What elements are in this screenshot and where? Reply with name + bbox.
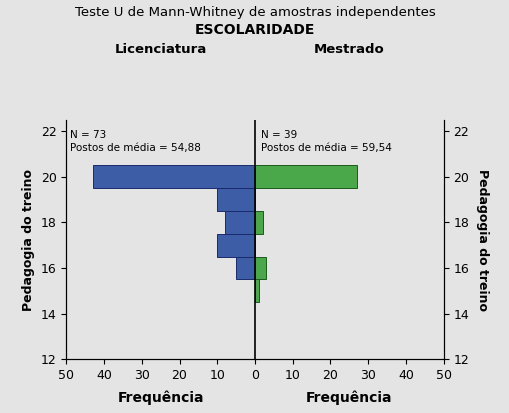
Text: Frequência: Frequência	[117, 390, 204, 405]
Text: ESCOLARIDADE: ESCOLARIDADE	[194, 23, 315, 37]
Text: Licenciatura: Licenciatura	[115, 43, 206, 56]
Bar	[254, 211, 262, 234]
Bar	[254, 256, 266, 280]
Text: Frequência: Frequência	[305, 390, 392, 405]
Y-axis label: Pedagogia do treino: Pedagogia do treino	[22, 169, 35, 311]
Bar	[217, 188, 254, 211]
Bar	[254, 165, 356, 188]
Bar	[236, 256, 254, 280]
Bar	[224, 211, 254, 234]
Bar	[93, 165, 254, 188]
Y-axis label: Pedagogia do treino: Pedagogia do treino	[475, 169, 488, 311]
Bar	[217, 234, 254, 256]
Text: Postos de média = 59,54: Postos de média = 59,54	[260, 142, 391, 152]
Bar	[254, 280, 258, 302]
Text: Mestrado: Mestrado	[314, 43, 384, 56]
Text: N = 73: N = 73	[70, 130, 106, 140]
Text: Teste U de Mann-Whitney de amostras independentes: Teste U de Mann-Whitney de amostras inde…	[74, 6, 435, 19]
Text: Postos de média = 54,88: Postos de média = 54,88	[70, 142, 201, 152]
Text: N = 39: N = 39	[260, 130, 296, 140]
